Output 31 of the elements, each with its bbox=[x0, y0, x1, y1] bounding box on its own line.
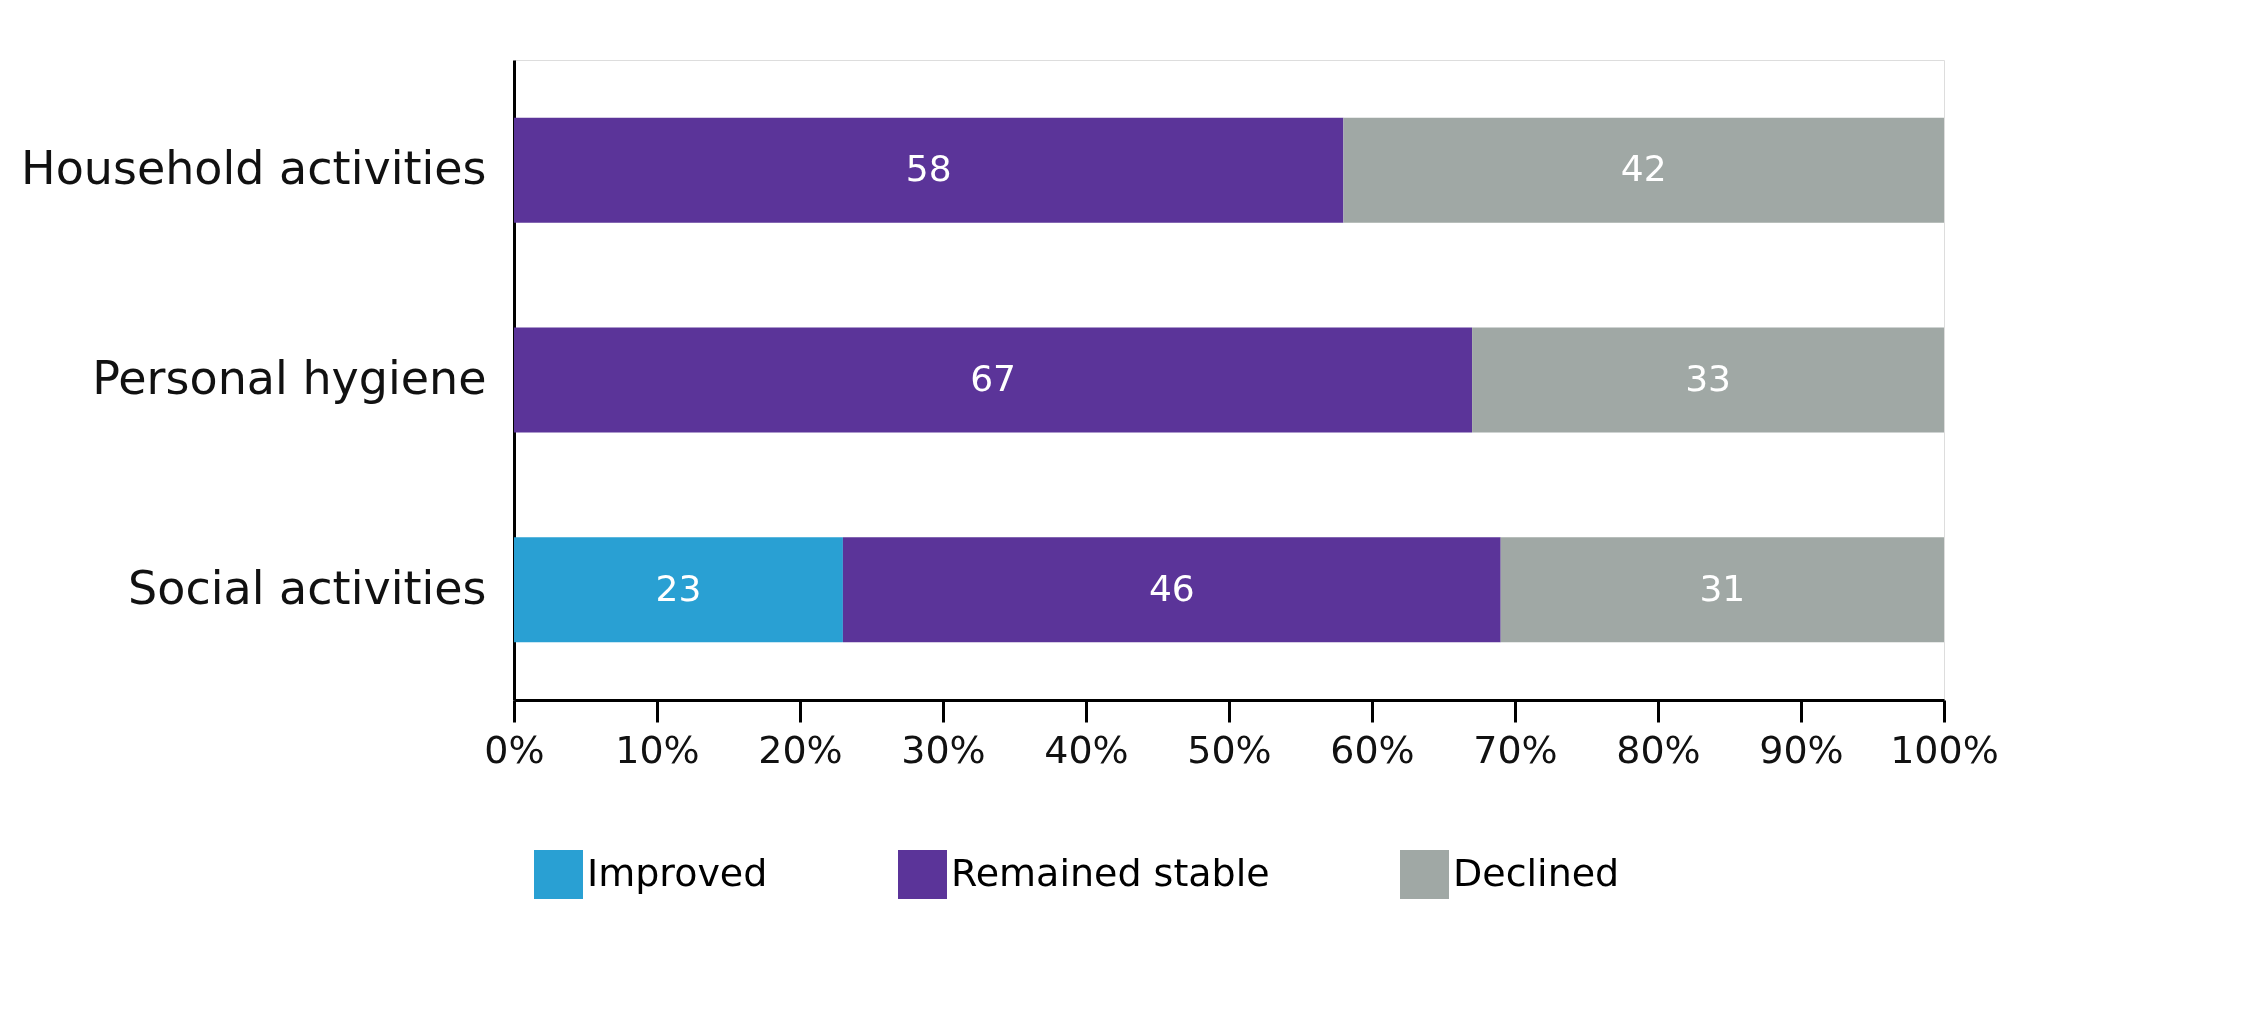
legend-label: Declined bbox=[1453, 850, 1620, 895]
legend-label: Remained stable bbox=[951, 850, 1270, 895]
x-tick-label: 30% bbox=[901, 727, 986, 772]
y-tick-label: Personal hygiene bbox=[92, 351, 487, 405]
bar bbox=[514, 117, 1344, 223]
data-label: 23 bbox=[655, 567, 702, 609]
bar bbox=[514, 327, 1473, 433]
x-tick-label: 10% bbox=[615, 727, 700, 772]
x-tick-label: 20% bbox=[758, 727, 843, 772]
x-tick-label: 40% bbox=[1044, 727, 1129, 772]
bar bbox=[514, 537, 843, 643]
data-label: 67 bbox=[970, 358, 1016, 399]
data-label: 33 bbox=[1685, 358, 1731, 399]
y-tick-label: Social activities bbox=[128, 560, 487, 615]
bar bbox=[1472, 327, 1944, 433]
data-label: 31 bbox=[1699, 567, 1746, 609]
data-label: 42 bbox=[1620, 148, 1667, 190]
data-label: 58 bbox=[905, 148, 952, 190]
x-tick-label: 50% bbox=[1187, 727, 1272, 772]
x-tick-label: 100% bbox=[1890, 727, 1999, 772]
x-tick-label: 60% bbox=[1330, 727, 1415, 772]
y-tick-label: Household activities bbox=[21, 141, 487, 196]
data-label: 46 bbox=[1148, 567, 1195, 609]
bar bbox=[1500, 537, 1944, 643]
legend-label: Improved bbox=[587, 850, 768, 895]
x-tick-label: 0% bbox=[484, 727, 545, 772]
x-tick-label: 90% bbox=[1759, 727, 1844, 772]
x-tick-label: 70% bbox=[1473, 727, 1558, 772]
bar bbox=[842, 537, 1501, 643]
x-tick-label: 80% bbox=[1616, 727, 1701, 772]
bar bbox=[1343, 117, 1944, 223]
